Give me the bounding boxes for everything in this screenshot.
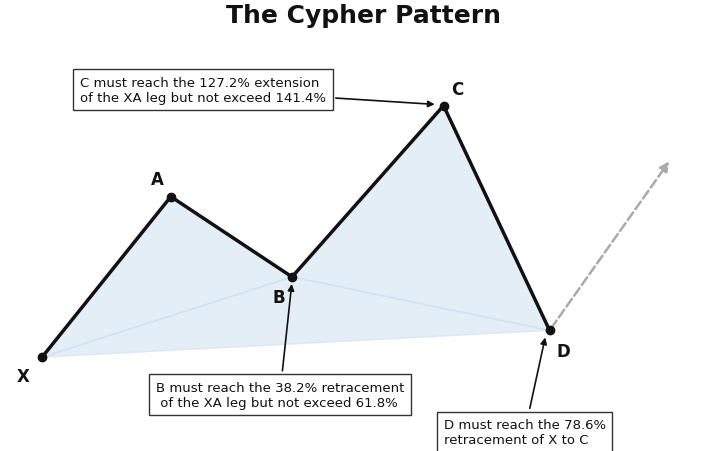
Text: B must reach the 38.2% retracement
 of the XA leg but not exceed 61.8%: B must reach the 38.2% retracement of th… — [156, 286, 404, 409]
Text: A: A — [151, 171, 164, 189]
Text: X: X — [17, 367, 30, 385]
Text: D: D — [556, 342, 570, 360]
Polygon shape — [42, 277, 550, 357]
Title: The Cypher Pattern: The Cypher Pattern — [226, 4, 502, 28]
Text: D must reach the 78.6%
retracement of X to C: D must reach the 78.6% retracement of X … — [443, 340, 606, 446]
Polygon shape — [42, 197, 292, 357]
Text: C must reach the 127.2% extension
of the XA leg but not exceed 141.4%: C must reach the 127.2% extension of the… — [80, 76, 433, 107]
Text: B: B — [272, 289, 285, 307]
Text: C: C — [451, 80, 463, 98]
Polygon shape — [292, 106, 550, 331]
